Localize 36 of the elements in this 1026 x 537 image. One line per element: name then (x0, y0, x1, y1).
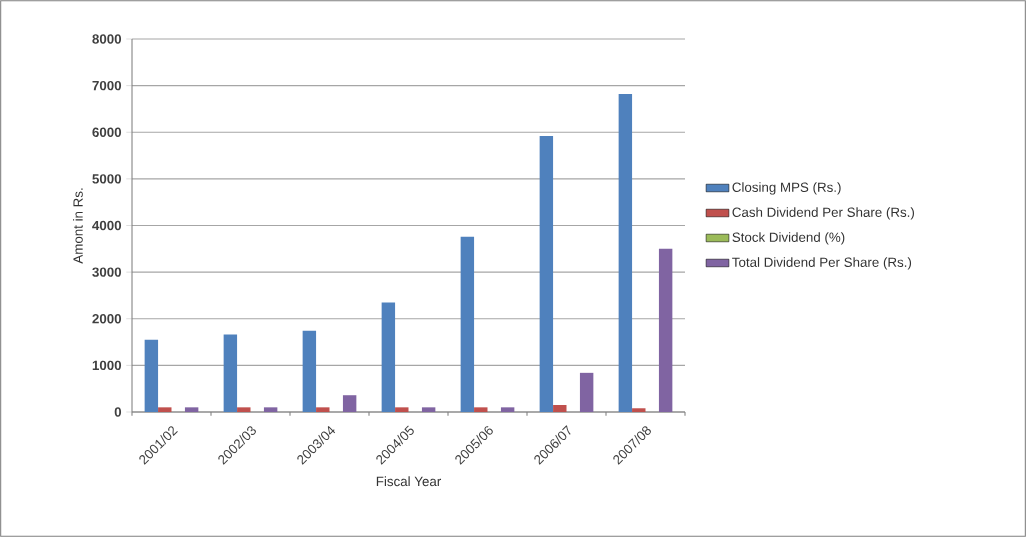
bar (144, 339, 159, 412)
bar (658, 248, 673, 412)
y-tick-label: 5000 (92, 174, 122, 184)
bar (395, 407, 409, 412)
bar (474, 407, 488, 412)
bar (618, 94, 633, 412)
bar (184, 407, 199, 412)
y-tick-label: 6000 (92, 127, 122, 137)
legend-label: Stock Dividend (%) (732, 232, 845, 245)
legend-label: Closing MPS (Rs.) (732, 182, 841, 195)
y-tick-label: 0 (114, 407, 122, 417)
bar (460, 236, 475, 412)
bar (263, 407, 278, 412)
bar (158, 407, 172, 412)
bar (302, 330, 317, 412)
y-tick-label: 2000 (92, 314, 122, 324)
bar (500, 407, 515, 412)
y-tick-label: 4000 (92, 220, 122, 231)
bar (632, 408, 646, 412)
bar (381, 302, 396, 412)
bar (553, 405, 567, 412)
y-tick-label: 3000 (92, 267, 122, 277)
y-tick-label: 8000 (92, 34, 122, 44)
legend-label: Total Dividend Per Share (Rs.) (732, 257, 912, 270)
bar (421, 407, 436, 412)
y-axis-title: Amont in Rs. (72, 188, 83, 264)
y-tick-label: 1000 (92, 360, 122, 371)
y-tick-label: 7000 (92, 80, 122, 91)
bar (579, 372, 594, 412)
bar (316, 407, 330, 412)
bar (237, 407, 251, 412)
bar (223, 334, 238, 412)
x-axis-title: Fiscal Year (376, 476, 442, 487)
bar (539, 135, 554, 412)
bar (342, 395, 357, 412)
legend-label: Cash Dividend Per Share (Rs.) (732, 207, 914, 220)
